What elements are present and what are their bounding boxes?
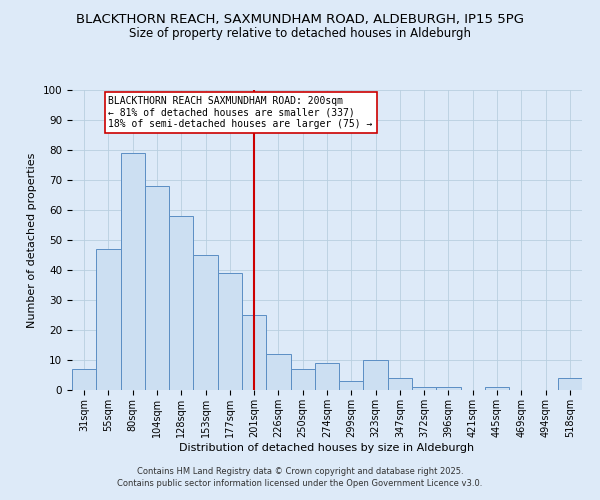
Bar bbox=[72, 369, 96, 390]
Bar bbox=[436, 387, 461, 390]
Bar bbox=[290, 369, 315, 390]
Bar bbox=[193, 255, 218, 390]
Bar bbox=[339, 381, 364, 390]
Text: BLACKTHORN REACH, SAXMUNDHAM ROAD, ALDEBURGH, IP15 5PG: BLACKTHORN REACH, SAXMUNDHAM ROAD, ALDEB… bbox=[76, 12, 524, 26]
Bar bbox=[485, 387, 509, 390]
Bar bbox=[412, 387, 436, 390]
Text: Size of property relative to detached houses in Aldeburgh: Size of property relative to detached ho… bbox=[129, 28, 471, 40]
Bar bbox=[145, 186, 169, 390]
Text: Contains HM Land Registry data © Crown copyright and database right 2025.: Contains HM Land Registry data © Crown c… bbox=[137, 467, 463, 476]
X-axis label: Distribution of detached houses by size in Aldeburgh: Distribution of detached houses by size … bbox=[179, 442, 475, 452]
Y-axis label: Number of detached properties: Number of detached properties bbox=[27, 152, 37, 328]
Bar bbox=[96, 249, 121, 390]
Text: Contains public sector information licensed under the Open Government Licence v3: Contains public sector information licen… bbox=[118, 478, 482, 488]
Bar bbox=[242, 315, 266, 390]
Bar bbox=[364, 360, 388, 390]
Text: BLACKTHORN REACH SAXMUNDHAM ROAD: 200sqm
← 81% of detached houses are smaller (3: BLACKTHORN REACH SAXMUNDHAM ROAD: 200sqm… bbox=[109, 96, 373, 129]
Bar bbox=[218, 273, 242, 390]
Bar bbox=[388, 378, 412, 390]
Bar bbox=[121, 153, 145, 390]
Bar bbox=[169, 216, 193, 390]
Bar bbox=[558, 378, 582, 390]
Bar bbox=[266, 354, 290, 390]
Bar bbox=[315, 363, 339, 390]
